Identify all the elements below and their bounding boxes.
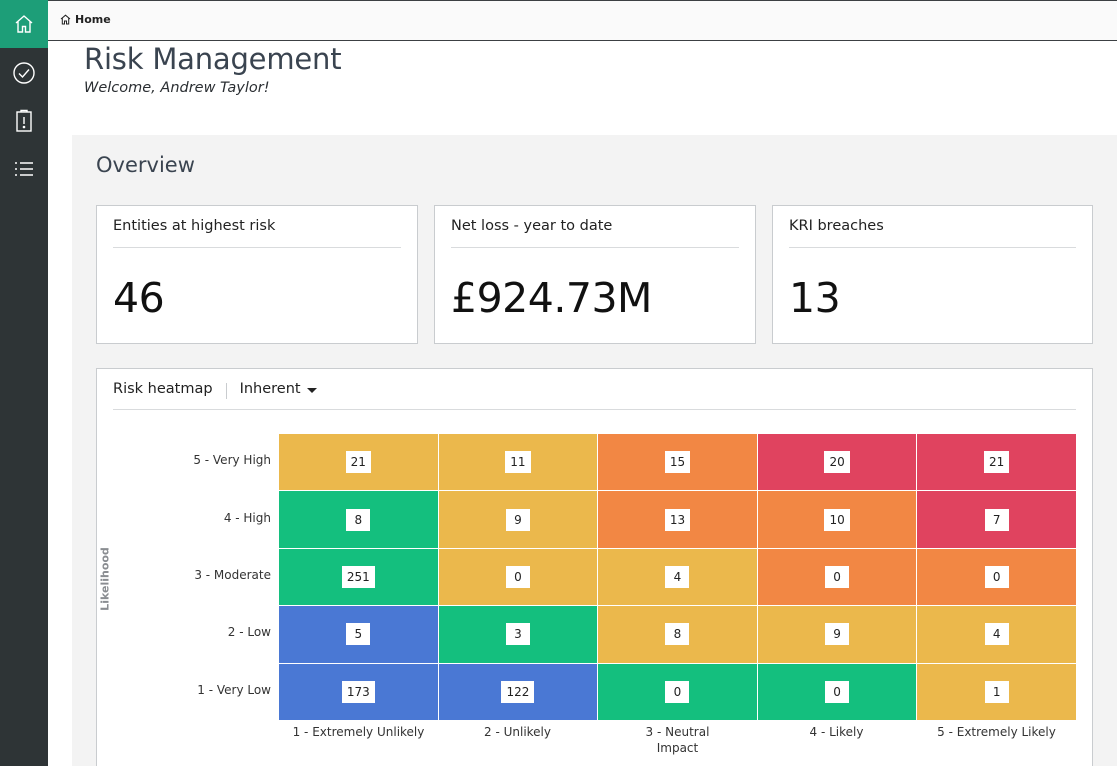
clipboard-alert-icon <box>16 109 32 132</box>
cell-count: 173 <box>341 680 375 703</box>
heatmap-cell[interactable]: 5 <box>279 606 438 663</box>
heatmap-cell[interactable]: 0 <box>438 548 598 606</box>
row-label: 5 - Very High <box>193 453 271 467</box>
heatmap-cell[interactable]: 21 <box>279 434 438 491</box>
nav-home-button[interactable] <box>0 0 48 48</box>
heatmap-cell[interactable]: 9 <box>438 491 598 548</box>
home-icon <box>15 15 33 33</box>
heatmap-cell[interactable]: 15 <box>598 434 757 491</box>
heatmap-title: Risk heatmap <box>113 381 213 397</box>
heatmap-cell[interactable]: 4 <box>598 548 757 606</box>
cell-count: 1 <box>984 680 1009 703</box>
main-panel: Overview Entities at highest risk 46 Net… <box>72 135 1117 766</box>
page-title: Risk Management <box>84 42 342 76</box>
side-nav <box>0 0 48 766</box>
cell-count: 21 <box>345 451 371 474</box>
risk-heatmap-card: Risk heatmap Inherent Likelihood 5 - Ver… <box>96 368 1093 766</box>
heatmap-cell[interactable]: 0 <box>757 548 917 606</box>
cell-count: 8 <box>346 508 371 531</box>
caret-down-icon <box>306 387 317 393</box>
cell-count: 8 <box>665 623 690 646</box>
heatmap-cell[interactable]: 10 <box>757 491 917 548</box>
cell-count: 9 <box>825 623 850 646</box>
heatmap-cell[interactable]: 0 <box>757 663 917 720</box>
cell-count: 0 <box>505 565 530 588</box>
heatmap-cell[interactable]: 3 <box>438 606 598 663</box>
heatmap-cell[interactable]: 9 <box>757 606 917 663</box>
col-label: 1 - Extremely Unlikely <box>292 725 425 739</box>
heatmap-cell[interactable]: 4 <box>917 606 1076 663</box>
cell-count: 15 <box>664 451 691 474</box>
col-label: 2 - Unlikely <box>484 725 551 739</box>
header-divider <box>225 383 227 399</box>
cell-count: 0 <box>665 680 690 703</box>
heatmap-cell[interactable]: 21 <box>917 434 1076 491</box>
cell-count: 13 <box>664 508 691 531</box>
cell-count: 20 <box>824 451 850 474</box>
heatmap-cell[interactable]: 251 <box>279 548 438 606</box>
breadcrumb-home[interactable]: Home <box>60 13 111 26</box>
col-label: 3 - Neutral Impact <box>645 725 710 755</box>
nav-tasks-button[interactable] <box>0 49 48 97</box>
col-label: 5 - Extremely Likely <box>937 725 1056 739</box>
cell-count: 10 <box>824 508 850 531</box>
top-bar: Home <box>48 0 1117 41</box>
net-loss-card[interactable]: Net loss - year to date £924.73M <box>434 205 756 344</box>
cell-count: 0 <box>984 565 1009 588</box>
welcome-message: Welcome, Andrew Taylor! <box>84 80 270 96</box>
cell-count: 3 <box>505 623 530 646</box>
heatmap-cell[interactable]: 8 <box>598 606 757 663</box>
kri-breaches-card[interactable]: KRI breaches 13 <box>772 205 1093 344</box>
heatmap-header: Risk heatmap Inherent <box>113 381 1076 410</box>
home-icon <box>60 14 71 25</box>
cell-count: 11 <box>505 451 531 474</box>
heatmap-cell[interactable]: 173 <box>279 663 438 720</box>
card-value: 46 <box>113 274 165 322</box>
cell-count: 9 <box>505 508 530 531</box>
row-label: 2 - Low <box>227 625 271 639</box>
row-label: 4 - High <box>223 511 271 525</box>
nav-list-button[interactable] <box>0 145 48 193</box>
heatmap-cell[interactable]: 0 <box>917 548 1076 606</box>
cell-count: 7 <box>984 508 1009 531</box>
heatmap-cell[interactable]: 7 <box>917 491 1076 548</box>
nav-issues-button[interactable] <box>0 97 48 145</box>
overview-title: Overview <box>96 153 195 177</box>
row-label: 3 - Moderate <box>194 568 271 582</box>
cell-count: 21 <box>984 451 1010 474</box>
cell-count: 0 <box>825 565 850 588</box>
cell-count: 122 <box>501 680 535 703</box>
col-label: 4 - Likely <box>809 725 864 739</box>
card-value: 13 <box>789 274 841 322</box>
card-title: Entities at highest risk <box>113 218 401 248</box>
card-title: KRI breaches <box>789 218 1076 248</box>
row-label: 1 - Very Low <box>197 683 271 697</box>
heatmap-cell[interactable]: 20 <box>757 434 917 491</box>
list-icon <box>15 162 33 176</box>
breadcrumb-label: Home <box>75 13 111 26</box>
heatmap-grid: 21 11 15 20 21 8 9 13 10 7 251 0 4 0 0 5 3 8 9 4 173 122 0 0 1 <box>279 434 1076 720</box>
entities-at-highest-risk-card[interactable]: Entities at highest risk 46 <box>96 205 418 344</box>
cell-count: 0 <box>825 680 850 703</box>
cell-count: 4 <box>984 623 1009 646</box>
cell-count: 251 <box>341 565 375 588</box>
heatmap-cell[interactable]: 1 <box>917 663 1076 720</box>
card-title: Net loss - year to date <box>451 218 739 248</box>
heatmap-type-dropdown[interactable]: Inherent <box>240 381 317 397</box>
cell-count: 4 <box>665 565 690 588</box>
checkmark-circle-icon <box>13 62 35 84</box>
dropdown-value: Inherent <box>239 381 301 397</box>
heatmap-cell[interactable]: 122 <box>438 663 598 720</box>
card-value: £924.73M <box>451 274 652 322</box>
heatmap-cell[interactable]: 0 <box>598 663 757 720</box>
heatmap-cell[interactable]: 11 <box>438 434 598 491</box>
cell-count: 5 <box>346 623 371 646</box>
heatmap-cell[interactable]: 13 <box>598 491 757 548</box>
heatmap-cell[interactable]: 8 <box>279 491 438 548</box>
